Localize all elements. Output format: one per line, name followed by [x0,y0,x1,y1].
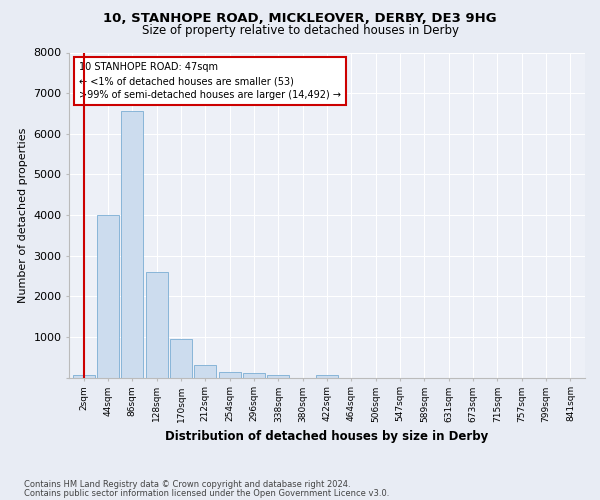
Bar [194,364,216,378]
Bar [121,112,143,378]
Bar [218,372,241,378]
Bar [97,215,119,378]
Text: Contains HM Land Registry data © Crown copyright and database right 2024.: Contains HM Land Registry data © Crown c… [24,480,350,489]
Bar [170,339,192,378]
Text: 10 STANHOPE ROAD: 47sqm
← <1% of detached houses are smaller (53)
>99% of semi-d: 10 STANHOPE ROAD: 47sqm ← <1% of detache… [79,62,341,100]
Text: 10, STANHOPE ROAD, MICKLEOVER, DERBY, DE3 9HG: 10, STANHOPE ROAD, MICKLEOVER, DERBY, DE… [103,12,497,26]
Bar [73,374,95,378]
Bar [268,374,289,378]
Text: Size of property relative to detached houses in Derby: Size of property relative to detached ho… [142,24,458,37]
X-axis label: Distribution of detached houses by size in Derby: Distribution of detached houses by size … [166,430,488,443]
Bar [146,272,167,378]
Text: Contains public sector information licensed under the Open Government Licence v3: Contains public sector information licen… [24,488,389,498]
Y-axis label: Number of detached properties: Number of detached properties [17,128,28,302]
Bar [316,374,338,378]
Bar [243,374,265,378]
